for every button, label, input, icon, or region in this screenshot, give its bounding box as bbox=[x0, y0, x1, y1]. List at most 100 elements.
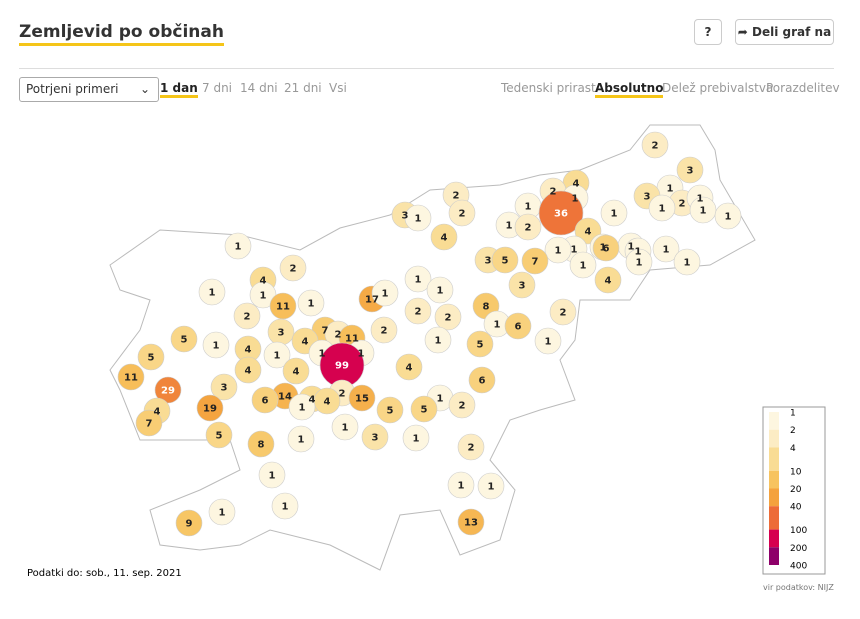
municipality-label: 2 bbox=[560, 308, 567, 319]
legend-swatch bbox=[769, 447, 779, 471]
municipality-label: 36 bbox=[554, 209, 568, 220]
municipality-label: 4 bbox=[605, 276, 612, 287]
municipality-label: 2 bbox=[381, 326, 388, 337]
municipality bbox=[348, 384, 376, 412]
legend-label: 400 bbox=[790, 562, 807, 572]
municipality-label: 1 bbox=[299, 403, 306, 414]
municipality-label: 1 bbox=[235, 242, 242, 253]
municipality-label: 2 bbox=[679, 199, 686, 210]
dropdown[interactable]: Potrjeni primeri ⌄ bbox=[19, 77, 159, 102]
municipality-label: 1 bbox=[269, 471, 276, 482]
municipality-label: 15 bbox=[355, 394, 369, 405]
municipality-label: 1 bbox=[635, 247, 642, 258]
tab[interactable]: 21 dni bbox=[284, 81, 322, 95]
municipality-label: 6 bbox=[262, 396, 269, 407]
municipality bbox=[491, 246, 519, 274]
municipality bbox=[430, 223, 458, 251]
municipality-label: 4 bbox=[585, 227, 592, 238]
municipality bbox=[210, 373, 238, 401]
share-button[interactable]: ➦ Deli graf na bbox=[735, 19, 834, 45]
municipality bbox=[404, 297, 432, 325]
municipality bbox=[247, 430, 275, 458]
municipality-label: 4 bbox=[324, 397, 331, 408]
tab[interactable]: Vsi bbox=[329, 81, 347, 95]
municipality bbox=[279, 254, 307, 282]
municipality-label: 2 bbox=[415, 307, 422, 318]
municipality-label: 2 bbox=[459, 209, 466, 220]
municipality bbox=[447, 471, 475, 499]
municipality bbox=[202, 331, 230, 359]
municipality-label: 14 bbox=[278, 392, 292, 403]
municipality-label: 2 bbox=[459, 401, 466, 412]
municipality bbox=[376, 396, 404, 424]
municipality bbox=[549, 298, 577, 326]
municipality-label: 1 bbox=[545, 337, 552, 348]
municipality-label: 1 bbox=[415, 214, 422, 225]
municipality bbox=[434, 303, 462, 331]
municipality-label: 1 bbox=[494, 320, 501, 331]
tab[interactable]: 7 dni bbox=[202, 81, 233, 95]
municipality bbox=[258, 461, 286, 489]
municipality bbox=[521, 247, 549, 275]
municipality bbox=[625, 248, 653, 276]
municipality-label: 9 bbox=[186, 519, 193, 530]
municipality-label: 8 bbox=[483, 302, 490, 313]
legend-swatch bbox=[769, 547, 779, 565]
municipality bbox=[673, 248, 701, 276]
municipality-label: 1 bbox=[308, 299, 315, 310]
municipality bbox=[175, 509, 203, 537]
municipality-label: 1 bbox=[260, 291, 267, 302]
municipality-label: 1 bbox=[525, 202, 532, 213]
municipality-label: 6 bbox=[479, 376, 486, 387]
municipality-label: 1 bbox=[213, 341, 220, 352]
tab[interactable]: Tedenski prirast bbox=[501, 81, 596, 95]
municipality-label: 5 bbox=[148, 353, 155, 364]
tab[interactable]: Delež prebivalstva bbox=[662, 81, 774, 95]
municipality-label: 3 bbox=[221, 383, 228, 394]
tab[interactable]: Porazdelitev bbox=[766, 81, 840, 95]
municipality-label: 19 bbox=[203, 404, 217, 415]
municipality bbox=[297, 289, 325, 317]
help-button[interactable]: ? bbox=[694, 19, 722, 45]
municipality-label: 2 bbox=[339, 389, 346, 400]
municipality-label: 1 bbox=[611, 209, 618, 220]
municipality-label: 1 bbox=[580, 261, 587, 272]
municipality-label: 1 bbox=[219, 508, 226, 519]
municipality-label: 1 bbox=[725, 212, 732, 223]
municipality-label: 3 bbox=[402, 211, 409, 222]
municipality-label: 4 bbox=[245, 345, 252, 356]
legend-label: 100 bbox=[790, 526, 807, 536]
municipality bbox=[331, 413, 359, 441]
municipality-label: 11 bbox=[345, 334, 359, 345]
municipality bbox=[641, 131, 669, 159]
municipality-label: 1 bbox=[659, 204, 666, 215]
tab[interactable]: Absolutno bbox=[595, 81, 664, 98]
municipality bbox=[404, 265, 432, 293]
municipality-label: 1 bbox=[382, 289, 389, 300]
municipality-label: 1 bbox=[636, 258, 643, 269]
municipality-label: 4 bbox=[573, 179, 580, 190]
municipality-label: 1 bbox=[298, 435, 305, 446]
municipality bbox=[117, 363, 145, 391]
municipality-label: 2 bbox=[445, 313, 452, 324]
legend-swatch bbox=[769, 529, 779, 548]
municipality bbox=[538, 190, 584, 236]
municipality bbox=[592, 234, 620, 262]
municipality bbox=[282, 357, 310, 385]
municipality bbox=[361, 423, 389, 451]
legend-label: 1 bbox=[790, 409, 796, 419]
municipality-label: 1 bbox=[667, 184, 674, 195]
municipality-label: 7 bbox=[532, 257, 539, 268]
municipality-label: 3 bbox=[485, 256, 492, 267]
municipality-label: 4 bbox=[441, 233, 448, 244]
municipality-label: 1 bbox=[506, 221, 513, 232]
municipality-label: 3 bbox=[372, 433, 379, 444]
municipality bbox=[205, 421, 233, 449]
municipality bbox=[137, 343, 165, 371]
municipality-label: 4 bbox=[260, 276, 267, 287]
municipality bbox=[652, 235, 680, 263]
tab[interactable]: 1 dan bbox=[160, 81, 198, 98]
tab[interactable]: 14 dni bbox=[240, 81, 278, 95]
data-note: Podatki do: sob., 11. sep. 2021 bbox=[27, 568, 182, 579]
municipality-label: 7 bbox=[322, 326, 329, 337]
